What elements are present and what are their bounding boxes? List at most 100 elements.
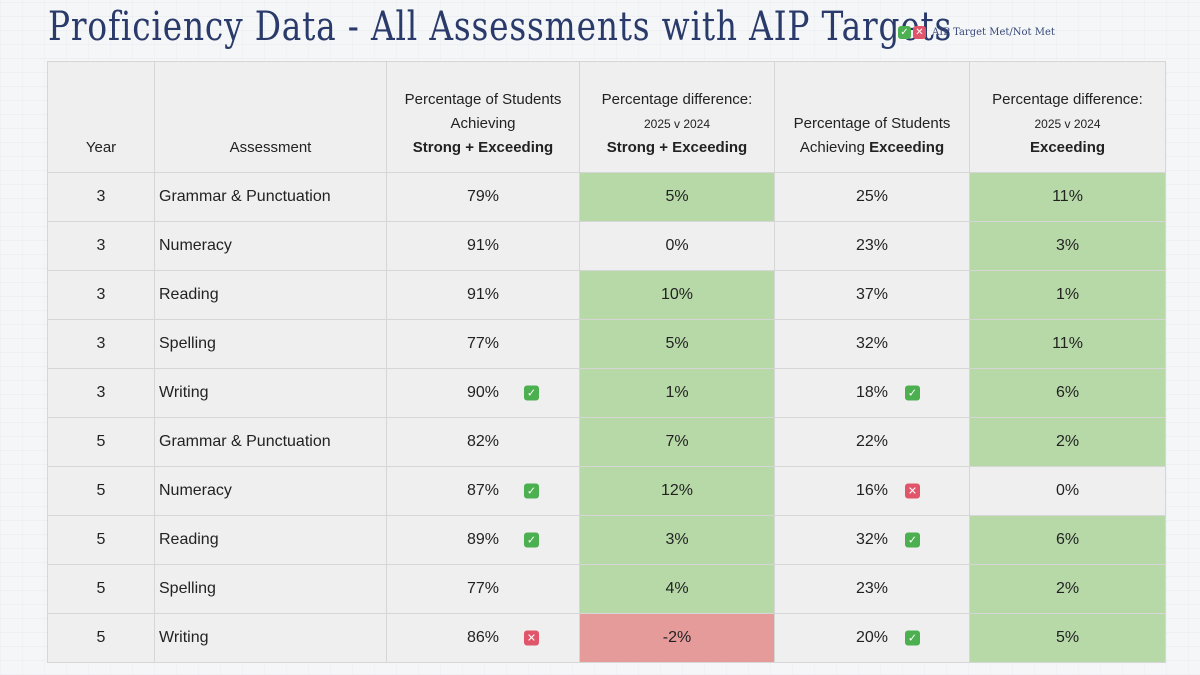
table-header-row: Year Assessment Percentage of Students A…: [47, 61, 1166, 173]
cell-assessment: Grammar & Punctuation: [154, 172, 387, 222]
cell-exceeding-diff: 11%: [969, 172, 1166, 222]
cell-strong-exceeding-diff: 12%: [579, 466, 775, 516]
value-strong-exceeding: 77%: [466, 335, 500, 352]
value-strong-exceeding: 91%: [466, 237, 500, 254]
cell-exceeding-diff: 11%: [969, 319, 1166, 369]
value-exceeding: 37%: [855, 286, 889, 303]
cell-strong-exceeding: 91%: [386, 270, 580, 320]
header-exdiff-line2: 2025 v 2024: [1034, 117, 1101, 131]
legend: ✓ ✕ AIP Target Met/Not Met: [898, 26, 1055, 39]
cell-strong-exceeding: 87% ✓: [386, 466, 580, 516]
cell-year: 5: [47, 466, 155, 516]
value-strong-exceeding: 79%: [466, 188, 500, 205]
value-strong-exceeding: 77%: [466, 580, 500, 597]
header-strong-exceeding: Percentage of Students Achieving Strong …: [386, 61, 580, 173]
cell-exceeding-diff: 0%: [969, 466, 1166, 516]
cell-exceeding: 18% ✓: [774, 368, 970, 418]
check-icon: ✓: [524, 483, 539, 499]
cell-assessment: Writing: [154, 613, 387, 663]
header-exceeding-diff: Percentage difference: 2025 v 2024 Excee…: [969, 61, 1166, 173]
cell-assessment: Spelling: [154, 564, 387, 614]
header-ex-line2: Achieving: [799, 139, 865, 156]
table-row: 5 Grammar & Punctuation 82% 7% 22% 2%: [47, 417, 1166, 467]
value-exceeding: 22%: [855, 433, 889, 450]
cell-strong-exceeding: 90% ✓: [386, 368, 580, 418]
cell-exceeding-diff: 3%: [969, 221, 1166, 271]
cross-icon: ✕: [913, 26, 926, 39]
cell-exceeding: 22%: [774, 417, 970, 467]
legend-icons: ✓ ✕: [898, 26, 926, 39]
cross-icon: ✕: [524, 630, 539, 646]
value-exceeding: 25%: [855, 188, 889, 205]
table-row: 5 Writing 86% ✕ -2% 20% ✓ 5%: [47, 613, 1166, 663]
cell-year: 5: [47, 564, 155, 614]
cell-exceeding-diff: 5%: [969, 613, 1166, 663]
value-exceeding: 18%: [855, 384, 889, 401]
cell-strong-exceeding-diff: 1%: [579, 368, 775, 418]
cell-assessment: Reading: [154, 270, 387, 320]
value-exceeding: 20%: [855, 629, 889, 646]
cell-year: 5: [47, 613, 155, 663]
cell-exceeding: 16% ✕: [774, 466, 970, 516]
table-row: 5 Reading 89% ✓ 3% 32% ✓ 6%: [47, 515, 1166, 565]
cell-strong-exceeding: 82%: [386, 417, 580, 467]
cell-exceeding: 23%: [774, 564, 970, 614]
value-exceeding: 16%: [855, 482, 889, 499]
cell-strong-exceeding: 91%: [386, 221, 580, 271]
cell-strong-exceeding-diff: -2%: [579, 613, 775, 663]
cell-assessment: Writing: [154, 368, 387, 418]
cell-exceeding-diff: 6%: [969, 368, 1166, 418]
cell-year: 3: [47, 319, 155, 369]
proficiency-table: Year Assessment Percentage of Students A…: [47, 61, 1166, 663]
header-ex-line1: Percentage of Students: [793, 115, 951, 132]
check-icon: ✓: [905, 532, 920, 548]
legend-label: AIP Target Met/Not Met: [932, 27, 1055, 38]
value-exceeding: 32%: [855, 335, 889, 352]
cell-exceeding-diff: 2%: [969, 564, 1166, 614]
header-se-line1: Percentage of Students: [404, 91, 562, 108]
cell-strong-exceeding: 89% ✓: [386, 515, 580, 565]
cell-strong-exceeding-diff: 5%: [579, 172, 775, 222]
cross-icon: ✕: [905, 483, 920, 499]
cell-exceeding: 32%: [774, 319, 970, 369]
header-exdiff-bold: Exceeding: [1029, 139, 1106, 156]
table-row: 3 Writing 90% ✓ 1% 18% ✓ 6%: [47, 368, 1166, 418]
table-row: 3 Grammar & Punctuation 79% 5% 25% 11%: [47, 172, 1166, 222]
header-sediff-bold: Strong + Exceeding: [606, 139, 748, 156]
value-exceeding: 23%: [855, 237, 889, 254]
table-row: 3 Reading 91% 10% 37% 1%: [47, 270, 1166, 320]
header-exdiff-line1: Percentage difference:: [992, 91, 1143, 108]
value-strong-exceeding: 90%: [466, 384, 500, 401]
check-icon: ✓: [524, 532, 539, 548]
cell-strong-exceeding: 77%: [386, 319, 580, 369]
cell-strong-exceeding: 79%: [386, 172, 580, 222]
cell-strong-exceeding-diff: 7%: [579, 417, 775, 467]
value-strong-exceeding: 87%: [466, 482, 500, 499]
cell-assessment: Reading: [154, 515, 387, 565]
value-exceeding: 32%: [855, 531, 889, 548]
cell-exceeding: 32% ✓: [774, 515, 970, 565]
value-strong-exceeding: 91%: [466, 286, 500, 303]
header-exceeding: Percentage of Students Achieving Exceedi…: [774, 61, 970, 173]
cell-assessment: Numeracy: [154, 466, 387, 516]
cell-year: 3: [47, 221, 155, 271]
cell-strong-exceeding-diff: 4%: [579, 564, 775, 614]
cell-strong-exceeding: 86% ✕: [386, 613, 580, 663]
cell-strong-exceeding-diff: 0%: [579, 221, 775, 271]
cell-exceeding: 25%: [774, 172, 970, 222]
cell-year: 5: [47, 515, 155, 565]
cell-year: 3: [47, 172, 155, 222]
check-icon: ✓: [524, 385, 539, 401]
cell-strong-exceeding-diff: 5%: [579, 319, 775, 369]
cell-exceeding-diff: 1%: [969, 270, 1166, 320]
header-sediff-line2: 2025 v 2024: [643, 117, 711, 131]
cell-exceeding-diff: 6%: [969, 515, 1166, 565]
table-body: 3 Grammar & Punctuation 79% 5% 25% 11% 3 Numera…: [47, 172, 1166, 663]
table-row: 3 Spelling 77% 5% 32% 11%: [47, 319, 1166, 369]
header-sediff-line1: Percentage difference:: [601, 91, 753, 108]
cell-year: 5: [47, 417, 155, 467]
cell-strong-exceeding-diff: 10%: [579, 270, 775, 320]
check-icon: ✓: [905, 385, 920, 401]
cell-year: 3: [47, 368, 155, 418]
value-exceeding: 23%: [855, 580, 889, 597]
